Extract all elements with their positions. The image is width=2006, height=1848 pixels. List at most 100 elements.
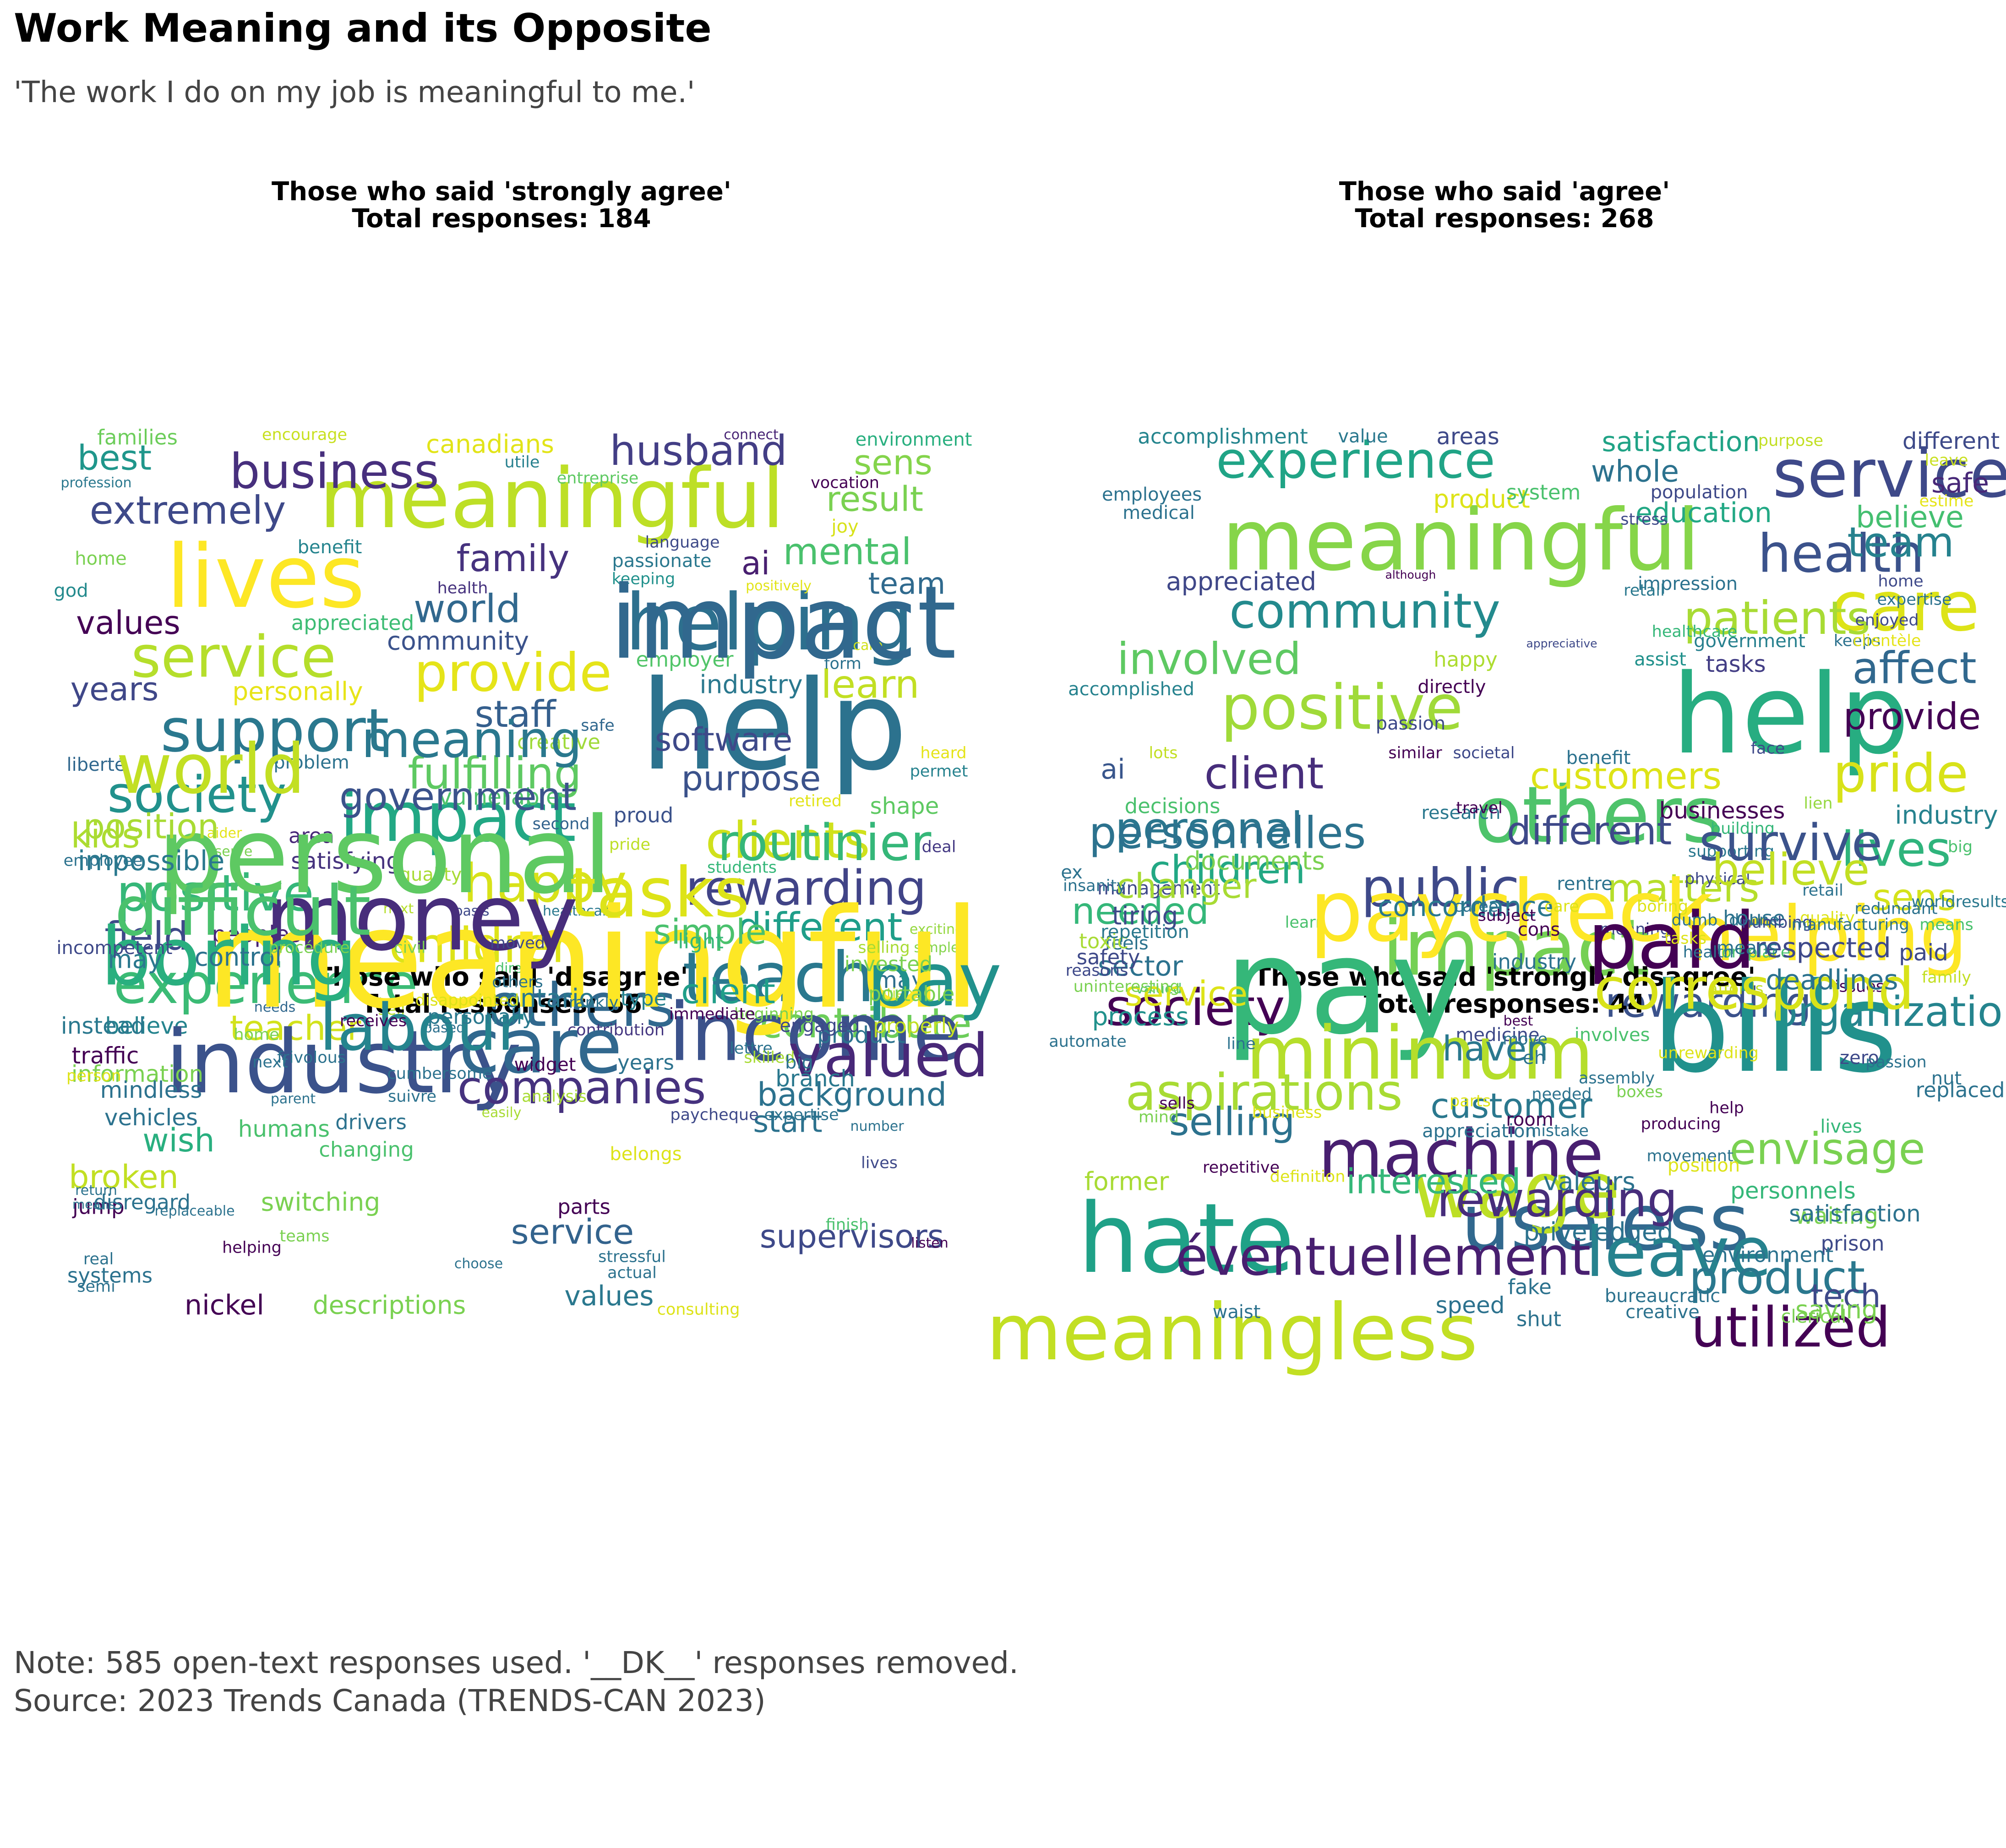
word-cloud-term: light [678, 929, 724, 954]
word-cloud-term: useless [1461, 1177, 1750, 1268]
word-cloud-term: skilled [744, 1048, 795, 1067]
word-cloud-term: lives [166, 526, 365, 627]
word-cloud-term: frankly [563, 993, 619, 1012]
word-cloud-term: helping [1687, 890, 1968, 978]
word-cloud-term: clients [705, 811, 870, 870]
word-cloud-term: benefit [297, 537, 362, 558]
word-cloud-term: keeps [1833, 632, 1881, 650]
word-cloud-term: clientèle [1853, 632, 1921, 650]
word-cloud-term: shape [870, 793, 939, 819]
word-cloud-term: different [1902, 428, 2000, 454]
word-cloud-term: nut [1931, 1068, 1962, 1089]
word-cloud-term: real [83, 1250, 114, 1269]
word-cloud-term: documents [1184, 846, 1325, 876]
word-cloud-term: tiring [1112, 901, 1178, 931]
word-cloud-term: difficult [114, 872, 371, 951]
panel-title: Those who said 'strongly disagree' [1253, 962, 1756, 992]
word-cloud-term: pride [1833, 743, 1968, 805]
word-cloud-term: team [868, 567, 946, 601]
word-cloud-term: rewarding [1436, 1172, 1678, 1228]
word-cloud-term: disappointed [415, 991, 519, 1010]
word-cloud-term: civil [394, 938, 426, 957]
word-cloud-term: home [1878, 572, 1924, 591]
word-cloud-term: canadians [426, 429, 554, 459]
word-cloud-term: assist [1634, 649, 1686, 670]
word-cloud-term: bills [1652, 956, 1898, 1100]
word-cloud-term: impact [1382, 903, 1650, 993]
word-cloud-term: subject [1477, 906, 1536, 925]
word-cloud-term: happy [463, 853, 627, 915]
word-cloud-term: government [1694, 631, 1805, 652]
word-cloud-term: deal [921, 838, 956, 856]
word-cloud-term: position [1667, 1155, 1740, 1176]
word-cloud-term: others [492, 973, 543, 992]
word-cloud-term: exciting [909, 921, 964, 938]
word-cloud-term: move [1503, 1030, 1548, 1049]
word-cloud-term: retail [1624, 581, 1665, 600]
word-cloud-term: concordance [1378, 891, 1554, 923]
panel-strongly-agree: Those who said 'strongly agree' Total re… [0, 178, 1003, 1045]
word-cloud-term: impact [339, 778, 577, 857]
word-cloud-term: involves [1574, 1025, 1650, 1046]
word-cloud-term: changing [319, 1137, 414, 1162]
word-cloud-term: medicine [1455, 1025, 1540, 1046]
word-cloud-term: definition [1270, 1167, 1346, 1186]
word-cloud-term: based [423, 1020, 465, 1036]
panel-total: Total responses: 268 [1355, 203, 1654, 234]
word-cloud-term: face [1750, 739, 1785, 758]
word-cloud-term: permet [910, 762, 968, 781]
word-cloud-term: big [785, 1052, 813, 1073]
word-cloud-term: room [1506, 1109, 1554, 1130]
word-cloud-term: next [383, 901, 414, 917]
word-cloud-term: others [486, 970, 677, 1040]
word-cloud-term: pay [1224, 910, 1469, 1064]
word-cloud-term: customers [1530, 755, 1722, 797]
word-cloud-term: children [1149, 847, 1306, 893]
word-cloud-term: health [1683, 943, 1734, 962]
word-cloud-term: éventuellement [1175, 1226, 1591, 1288]
word-cloud-term: creative [1625, 1302, 1700, 1323]
word-cloud: help meaningful lives helping impact support s… [0, 179, 1003, 1045]
word-cloud-term: product [1433, 484, 1530, 514]
word-cloud-term: may [108, 944, 163, 974]
word-cloud-term: field [104, 914, 189, 959]
word-cloud-term: profession [60, 475, 132, 491]
word-cloud-term: systems [67, 1263, 153, 1288]
word-cloud-term: control [194, 942, 282, 972]
word-cloud-term: retired [789, 792, 842, 811]
word-cloud-term: respected [1754, 932, 1892, 964]
word-cloud-term: satisfying [291, 848, 401, 874]
word-cloud-term: stressful [598, 1248, 666, 1266]
word-cloud-term: help [1709, 1099, 1744, 1118]
figure-subtitle: 'The work I do on my job is meaningful t… [14, 76, 695, 109]
word-cloud-term: valued [788, 1021, 989, 1090]
panel-strongly-disagree: Those who said 'strongly disagree' Total… [986, 812, 2006, 1697]
word-cloud-term: means [1716, 938, 1778, 959]
word-cloud-term: passion [1865, 1053, 1927, 1072]
word-cloud-term: children [389, 917, 582, 974]
figure-title: Work Meaning and its Opposite [14, 5, 712, 51]
word-cloud-term: appreciated [291, 611, 414, 635]
word-cloud-term: patients [1684, 591, 1870, 645]
word-cloud-term: instead [60, 1013, 146, 1039]
word-cloud-term: teach [682, 938, 875, 1018]
word-cloud-term: purpose [1758, 431, 1824, 450]
word-cloud-term: area [288, 823, 335, 848]
word-cloud-term: government [339, 774, 577, 820]
word-cloud-term: reasons [1065, 961, 1128, 980]
word-cloud-term: learn [821, 662, 920, 708]
word-cloud-term: routinier [717, 813, 932, 872]
word-cloud-term: care [458, 1002, 622, 1090]
word-cloud-term: whole [1591, 454, 1679, 489]
word-cloud-term: traffic [71, 1042, 139, 1069]
word-cloud-term: software [654, 721, 793, 758]
word-cloud-term: fulfilling [408, 748, 582, 799]
word-cloud-term: saving [1795, 1295, 1878, 1325]
word-cloud-term: haven [1442, 1028, 1548, 1069]
word-cloud-term: industry [1895, 800, 1998, 830]
footer-source: Source: 2023 Trends Canada (TRENDS-CAN 2… [14, 1683, 766, 1718]
word-cloud-term: hate [1078, 1183, 1295, 1295]
word-cloud-term: values [76, 604, 180, 642]
word-cloud-term: learn [1285, 913, 1326, 932]
word-cloud-term: sell [378, 1000, 405, 1019]
